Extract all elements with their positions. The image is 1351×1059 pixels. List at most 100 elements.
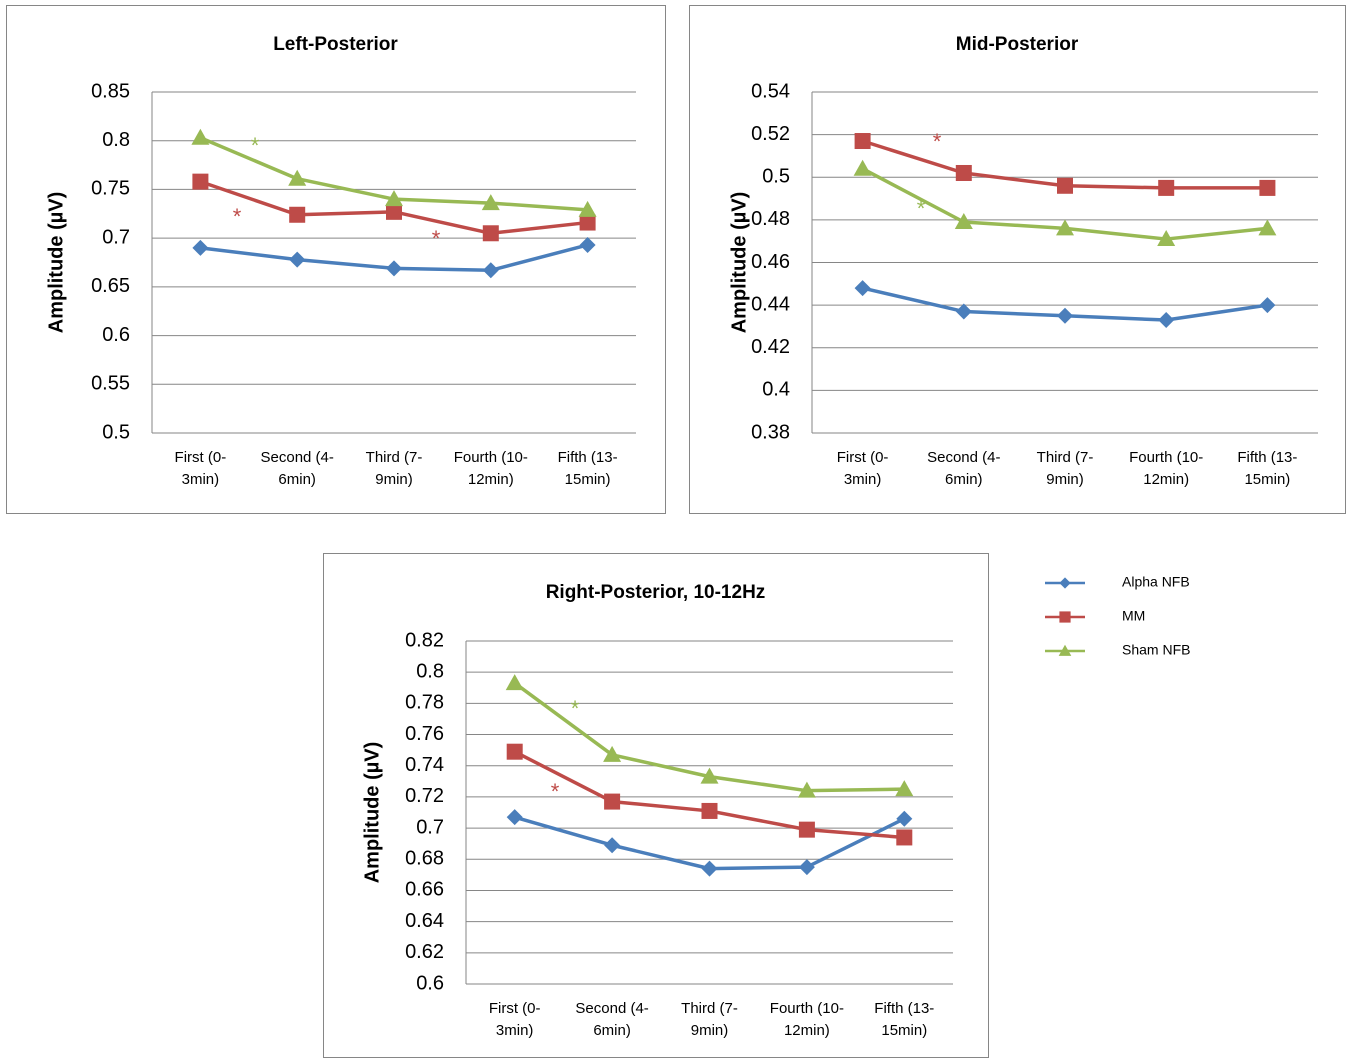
y-tick-label: 0.52 (751, 123, 790, 145)
marker (896, 829, 913, 846)
y-tick-label: 0.74 (405, 754, 444, 776)
x-tick-label: Third (7-9min) (365, 449, 423, 488)
x-tick-label: Fourth (10-12min) (769, 1000, 844, 1039)
x-tick-label: First (0-3min) (488, 1000, 541, 1039)
marker (1057, 177, 1073, 194)
marker (1258, 219, 1277, 236)
marker (895, 780, 914, 797)
annotation: * (917, 196, 926, 221)
y-tick-label: 0.68 (405, 848, 444, 870)
legend-label: Alpha NFB (1122, 574, 1190, 590)
marker (896, 810, 913, 827)
y-tick-label: 0.75 (91, 178, 130, 200)
y-tick-label: 0.6 (102, 324, 130, 346)
marker (482, 225, 499, 242)
y-tick-label: 0.46 (751, 251, 790, 273)
marker (192, 239, 209, 256)
x-tick-label: First (0-3min) (174, 449, 227, 488)
x-tick-label: Second (4-6min) (260, 449, 334, 488)
marker (954, 213, 973, 230)
y-axis-label: Amplitude (µV) (728, 192, 750, 334)
annotation: * (933, 129, 942, 154)
chart-border (6, 5, 666, 514)
x-tick-label: First (0-3min) (836, 449, 889, 488)
y-tick-label: 0.7 (102, 226, 130, 248)
marker (289, 206, 306, 223)
y-tick-label: 0.8 (416, 660, 444, 682)
marker (1259, 179, 1276, 196)
y-tick-label: 0.6 (416, 972, 444, 994)
y-tick-label: 0.8 (102, 129, 130, 151)
x-tick-label: Fifth (13-15min) (1237, 449, 1298, 488)
y-tick-label: 0.82 (405, 629, 444, 651)
y-tick-label: 0.42 (751, 336, 790, 358)
x-tick-label: Second (4-6min) (575, 1000, 649, 1039)
marker (386, 260, 402, 277)
legend-marker (1059, 577, 1071, 589)
marker (289, 251, 306, 268)
x-tick-label: Fourth (10-12min) (453, 449, 528, 488)
marker (482, 262, 499, 279)
legend-label: Sham NFB (1122, 642, 1190, 658)
marker (191, 128, 210, 145)
y-tick-label: 0.55 (91, 373, 130, 395)
marker (701, 802, 718, 819)
marker (192, 173, 209, 190)
marker (603, 745, 622, 762)
x-tick-label: Fifth (13-15min) (874, 1000, 935, 1039)
marker (854, 280, 871, 297)
legend-marker (1059, 611, 1071, 623)
marker (854, 133, 871, 150)
marker (1157, 230, 1176, 247)
y-tick-label: 0.78 (405, 692, 444, 714)
marker (1158, 179, 1175, 196)
y-tick-label: 0.4 (762, 379, 790, 401)
y-tick-label: 0.48 (751, 208, 790, 230)
annotation: * (432, 226, 441, 251)
marker (506, 743, 523, 760)
y-tick-label: 0.64 (405, 910, 444, 932)
marker (481, 194, 500, 211)
y-tick-label: 0.72 (405, 785, 444, 807)
x-tick-label: Fifth (13-15min) (557, 449, 618, 488)
marker (701, 860, 718, 877)
chart-title: Left-Posterior (273, 34, 398, 55)
marker (579, 236, 596, 253)
y-tick-label: 0.85 (91, 80, 130, 102)
marker (288, 169, 307, 186)
annotation: * (551, 779, 560, 804)
x-tick-label: Third (7-9min) (681, 1000, 738, 1039)
y-tick-label: 0.7 (416, 816, 444, 838)
marker (1057, 307, 1073, 324)
legend-marker (1058, 644, 1072, 656)
marker (853, 159, 872, 176)
x-tick-label: Fourth (10-12min) (1129, 449, 1204, 488)
y-tick-label: 0.54 (751, 80, 790, 102)
annotation: * (251, 133, 260, 158)
marker (955, 164, 972, 181)
chart-border (689, 5, 1346, 514)
y-tick-label: 0.62 (405, 941, 444, 963)
marker (604, 793, 621, 810)
marker (604, 837, 621, 854)
marker (955, 303, 972, 320)
marker (798, 859, 815, 876)
marker (506, 809, 523, 826)
legend-label: MM (1122, 608, 1145, 624)
marker (797, 781, 816, 798)
y-tick-label: 0.76 (405, 723, 444, 745)
y-tick-label: 0.66 (405, 879, 444, 901)
marker (386, 203, 402, 220)
marker (505, 674, 524, 691)
marker (798, 821, 815, 838)
marker (579, 214, 596, 231)
marker (700, 767, 719, 784)
chart-title: Right-Posterior, 10-12Hz (546, 582, 766, 603)
y-axis-label: Amplitude (µV) (45, 192, 67, 334)
y-tick-label: 0.44 (751, 293, 790, 315)
y-axis-label: Amplitude (µV) (361, 742, 383, 884)
marker (385, 190, 403, 207)
marker (1259, 297, 1276, 314)
